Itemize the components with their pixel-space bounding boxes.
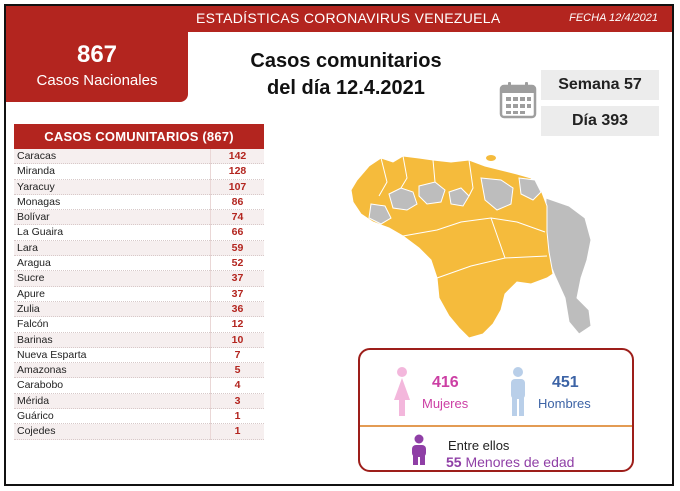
children-label: Menores de edad [465, 454, 575, 470]
woman-icon [394, 367, 410, 416]
state-name: Sucre [14, 271, 210, 287]
table-row: Carabobo 4 [14, 378, 264, 394]
table-row: Barinas 10 [14, 332, 264, 348]
state-cases: 5 [210, 363, 264, 379]
state-name: Caracas [14, 149, 210, 165]
children-summary: 55 Menores de edad [446, 454, 574, 470]
state-name: Yaracuy [14, 179, 210, 195]
child-icon [412, 434, 426, 465]
state-name: Apure [14, 287, 210, 302]
table-row: Falcón 12 [14, 317, 264, 333]
table-row: Yaracuy 107 [14, 179, 264, 195]
state-name: Aragua [14, 256, 210, 272]
national-cases-box: 867 Casos Nacionales [6, 32, 188, 102]
national-count: 867 [76, 41, 118, 68]
calendar-icon [499, 82, 537, 119]
table-row: La Guaira 66 [14, 225, 264, 241]
table-row: Guárico 1 [14, 409, 264, 425]
venezuela-map [350, 155, 592, 339]
state-cases: 52 [210, 256, 264, 272]
state-name: Amazonas [14, 363, 210, 379]
women-count: 416 [432, 374, 459, 391]
state-name: Mérida [14, 393, 210, 410]
state-name: Lara [14, 240, 210, 257]
state-cases: 107 [210, 179, 264, 195]
table-row: Amazonas 5 [14, 363, 264, 379]
table-row: Zulia 36 [14, 301, 264, 318]
table-row: Caracas 142 [14, 149, 264, 165]
header-date: FECHA 12/4/2021 [569, 12, 658, 24]
state-name: Cojedes [14, 424, 210, 440]
table-row: Lara 59 [14, 240, 264, 257]
state-cases: 86 [210, 194, 264, 211]
men-label: Hombres [538, 396, 591, 411]
week-badge: Semana 57 [541, 70, 659, 100]
table-row: Monagas 86 [14, 194, 264, 211]
table-title: CASOS COMUNITARIOS (867) [14, 124, 264, 149]
state-cases: 142 [210, 149, 264, 165]
state-cases: 128 [210, 164, 264, 180]
state-cases: 36 [210, 301, 264, 318]
state-name: Barinas [14, 332, 210, 348]
table-row: Apure 37 [14, 286, 264, 302]
table-body: Caracas 142 Miranda 128 Yaracuy 107 Monagas 86 B… [14, 149, 264, 440]
headline-line-2: del día 12.4.2021 [267, 77, 425, 99]
state-name: Guárico [14, 409, 210, 425]
state-name: Zulia [14, 301, 210, 318]
state-cases: 37 [210, 271, 264, 287]
children-count: 55 [446, 454, 462, 470]
table-row: Mérida 3 [14, 393, 264, 410]
header-bar: ESTADÍSTICAS CORONAVIRUS VENEZUELA FECHA… [6, 6, 672, 32]
state-cases: 1 [210, 409, 264, 425]
state-cases: 7 [210, 347, 264, 364]
national-label: Casos Nacionales [36, 72, 158, 89]
state-cases: 66 [210, 225, 264, 241]
state-cases: 4 [210, 378, 264, 394]
infographic: ESTADÍSTICAS CORONAVIRUS VENEZUELA FECHA… [4, 4, 674, 486]
table-row: Sucre 37 [14, 271, 264, 287]
state-cases: 3 [210, 393, 264, 410]
header-title: ESTADÍSTICAS CORONAVIRUS VENEZUELA [196, 10, 501, 26]
children-intro: Entre ellos [448, 438, 510, 453]
table-row: Cojedes 1 [14, 424, 264, 440]
state-name: Carabobo [14, 378, 210, 394]
state-name: Bolívar [14, 210, 210, 226]
man-icon [511, 367, 525, 416]
state-cases: 59 [210, 240, 264, 257]
women-label: Mujeres [422, 396, 469, 411]
page-title: Casos comunitarios del día 12.4.2021 [216, 48, 476, 102]
state-cases: 12 [210, 317, 264, 333]
cases-table: CASOS COMUNITARIOS (867) Caracas 142 Miran… [14, 124, 264, 440]
table-row: Miranda 128 [14, 164, 264, 180]
state-cases: 1 [210, 424, 264, 440]
table-row: Bolívar 74 [14, 210, 264, 226]
headline-line-1: Casos comunitarios [250, 50, 442, 72]
day-badge: Día 393 [541, 106, 659, 136]
table-row: Nueva Esparta 7 [14, 347, 264, 364]
state-name: La Guaira [14, 225, 210, 241]
state-cases: 10 [210, 332, 264, 348]
state-name: Falcón [14, 317, 210, 333]
state-name: Nueva Esparta [14, 348, 210, 364]
table-row: Aragua 52 [14, 256, 264, 272]
divider [360, 425, 632, 427]
gender-summary-box: 416 Mujeres 451 Hombres Entre ellos 55 M… [358, 348, 634, 472]
state-cases: 37 [210, 286, 264, 302]
men-count: 451 [552, 374, 579, 391]
state-name: Monagas [14, 195, 210, 211]
state-cases: 74 [210, 210, 264, 226]
state-name: Miranda [14, 164, 210, 180]
